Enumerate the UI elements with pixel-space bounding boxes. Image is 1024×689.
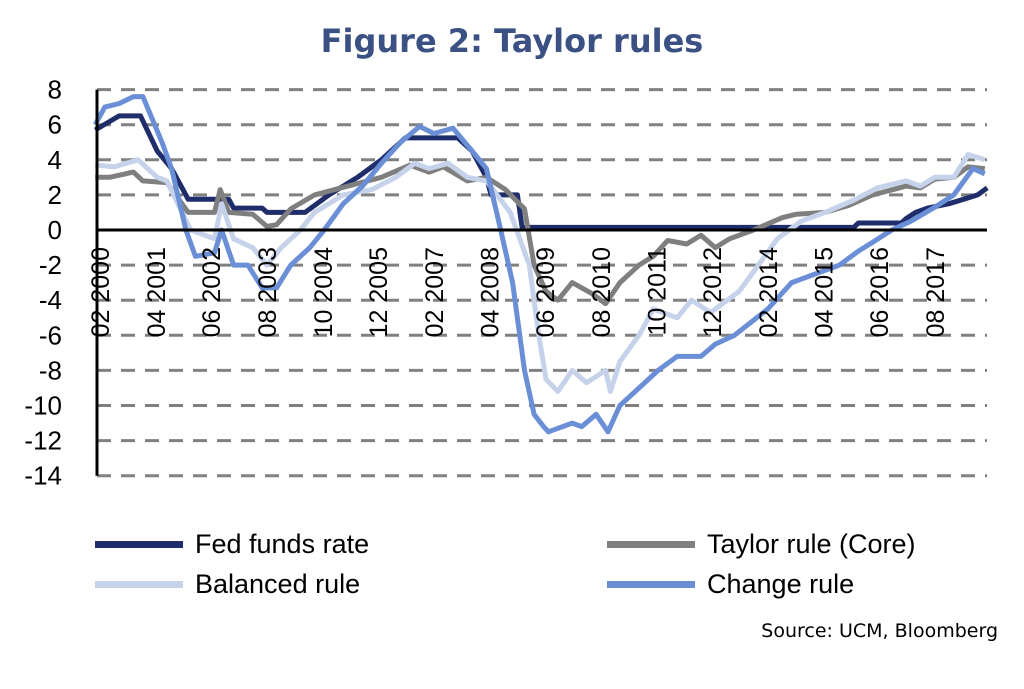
series-line-change-rule — [93, 94, 986, 435]
x-tick-label: 02 2000 — [87, 247, 115, 337]
legend-swatch — [607, 541, 695, 548]
y-tick-label: 6 — [48, 110, 62, 140]
legend-swatch — [607, 581, 695, 588]
y-tick-label: 0 — [48, 215, 62, 245]
y-tick-label: -14 — [24, 461, 62, 491]
y-tick-label: 8 — [48, 75, 62, 105]
x-tick-label: 06 2016 — [866, 247, 894, 337]
legend-item-change: Change rule — [607, 569, 854, 600]
series-lines — [93, 94, 989, 435]
series-line-fed-funds-rate — [93, 113, 989, 230]
x-tick-label: 02 2014 — [755, 247, 783, 337]
x-tick-label: 04 2008 — [477, 247, 505, 337]
x-tick-label: 10 2011 — [644, 247, 672, 336]
source-note: Source: UCM, Bloomberg — [761, 620, 998, 642]
y-tick-label: -12 — [24, 426, 62, 456]
legend-item-fed-funds: Fed funds rate — [95, 529, 369, 560]
x-tick-label: 04 2001 — [143, 247, 171, 337]
y-axis-ticks: 8 6 4 2 0 -2 -4 -6 -8 -10 -12 -14 — [24, 75, 62, 491]
x-tick-label: 06 2009 — [532, 247, 560, 337]
legend-label: Fed funds rate — [195, 529, 370, 559]
x-tick-label: 08 2017 — [922, 247, 950, 337]
legend-swatch — [95, 541, 183, 548]
x-tick-label: 08 2010 — [588, 247, 616, 337]
series-line-balanced-rule — [94, 152, 986, 394]
x-axis-ticks: 02 2000 04 2001 06 2002 08 2003 10 2004 12 20… — [87, 247, 950, 337]
x-tick-label: 12 2012 — [699, 247, 727, 337]
legend-swatch — [95, 581, 183, 588]
x-tick-label: 02 2007 — [421, 247, 449, 337]
y-tick-label: 4 — [48, 145, 62, 175]
axes — [95, 89, 987, 476]
y-tick-label: -8 — [39, 355, 62, 385]
legend-item-taylor-core: Taylor rule (Core) — [607, 529, 916, 560]
y-tick-label: -2 — [39, 250, 62, 280]
legend-item-balanced: Balanced rule — [95, 569, 360, 600]
x-tick-label: 06 2002 — [198, 247, 226, 337]
y-tick-label: -6 — [39, 320, 62, 350]
x-tick-label: 12 2005 — [365, 247, 393, 337]
x-tick-label: 04 2015 — [811, 247, 839, 337]
legend-label: Change rule — [707, 569, 855, 599]
legend-label: Taylor rule (Core) — [707, 529, 916, 559]
x-tick-label: 08 2003 — [254, 247, 282, 337]
x-tick-label: 10 2004 — [310, 247, 338, 337]
y-tick-label: -4 — [39, 285, 62, 315]
legend-label: Balanced rule — [195, 569, 361, 599]
y-tick-label: -10 — [24, 391, 62, 421]
gridlines — [97, 88, 987, 478]
chart-title: Figure 2: Taylor rules — [320, 22, 704, 60]
y-tick-label: 2 — [48, 180, 62, 210]
